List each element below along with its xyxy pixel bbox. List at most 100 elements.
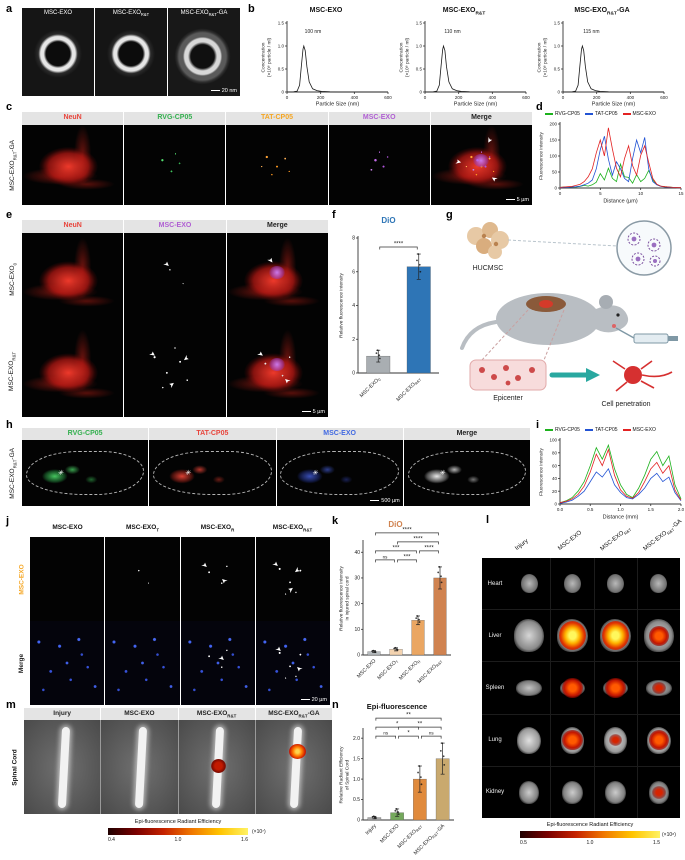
svg-text:Particle Size (nm): Particle Size (nm)	[592, 102, 636, 108]
svg-text:****: ****	[424, 545, 434, 551]
svg-text:**: **	[418, 722, 423, 728]
cord-image-merge	[403, 440, 530, 506]
svg-text:1.5: 1.5	[554, 21, 561, 26]
svg-text:MSC-EXOR&T: MSC-EXOR&T	[395, 376, 422, 403]
panel-c-images: 5 µm	[22, 125, 533, 205]
svg-text:4: 4	[352, 303, 355, 309]
column-header: MSC-EXOT	[125, 524, 160, 533]
panel-e-header: NeuN MSC-EXO Merge	[22, 220, 328, 233]
svg-text:0: 0	[286, 95, 289, 100]
svg-text:40: 40	[354, 550, 360, 556]
panel-g-label: g	[446, 209, 453, 221]
svg-text:0: 0	[554, 186, 557, 191]
asterisk-marker	[312, 470, 318, 477]
svg-text:0: 0	[557, 90, 560, 95]
svg-text:0: 0	[357, 653, 360, 659]
svg-text:10: 10	[638, 191, 644, 196]
scale-bar: 5 µm	[506, 197, 529, 203]
organ-row-lung: Lung	[482, 714, 680, 767]
exo-image-msc-exo-r	[180, 537, 256, 621]
mouse-head	[591, 305, 629, 333]
svg-text:Injury: Injury	[365, 823, 378, 836]
svg-text:0: 0	[562, 95, 565, 100]
column-header: MSC-EXOR	[200, 524, 235, 533]
spinal-cord-image-msc-exo	[101, 720, 179, 814]
svg-text:100 nm: 100 nm	[305, 29, 322, 35]
cell-penetration-label: Cell penetration	[601, 401, 650, 408]
organ-image	[508, 558, 552, 610]
chart-k-title: DiO	[388, 520, 403, 529]
svg-text:1.5: 1.5	[278, 21, 285, 26]
mouse-tail	[460, 320, 498, 350]
panel-h-grid: RVG-CP05 TAT-CP05 MSC-EXO Merge 500 µm	[22, 428, 530, 506]
colorbar-gradient	[108, 828, 248, 835]
svg-text:****: ****	[402, 527, 412, 533]
svg-text:600: 600	[384, 95, 392, 100]
svg-text:0: 0	[419, 90, 422, 95]
svg-text:8: 8	[352, 236, 355, 242]
svg-text:5: 5	[599, 191, 602, 196]
column-header-msc-exo-rt-ga: MSC-EXOR&T-GA	[268, 710, 320, 719]
exo-image-msc-exo	[30, 537, 106, 621]
panel-j-header: MSC-EXO MSC-EXOT MSC-EXOR MSC-EXOR&T	[30, 524, 330, 533]
svg-text:****: ****	[413, 536, 423, 542]
column-header-msc-exo-rt-ga: MSC-EXOR&T-GA	[642, 518, 684, 553]
channel-header: MSC-EXO	[277, 428, 404, 440]
channel-header: NeuN	[22, 220, 125, 233]
svg-text:2.0: 2.0	[678, 507, 685, 512]
svg-text:Concentration: Concentration	[537, 42, 543, 72]
organ-grid: Heart Liver Spleen Lung	[482, 558, 680, 819]
em-image-msc-exo-rt-ga: MSC-EXOR&T-GA 20 nm	[168, 8, 241, 96]
colorbar-ticks: 0.4 1.0 1.6	[108, 837, 248, 843]
white-puncta	[124, 233, 226, 325]
svg-text:2: 2	[352, 337, 355, 343]
legend-swatch	[545, 113, 553, 115]
svg-text:115 nm: 115 nm	[583, 29, 599, 35]
size-chart-title: MSC-EXOR&T	[442, 7, 486, 17]
svg-text:0: 0	[281, 90, 284, 95]
injury-site	[539, 300, 553, 308]
svg-text:50: 50	[552, 170, 558, 175]
micrograph-merge	[226, 233, 328, 325]
merge-image-msc-exo-r	[180, 621, 256, 705]
organ-image	[508, 610, 552, 662]
svg-text:80: 80	[552, 451, 558, 456]
legend-item: RVG-CP05	[545, 111, 580, 117]
micrograph-merge: 5 µm	[430, 125, 533, 205]
svg-text:1.0: 1.0	[353, 777, 360, 783]
svg-text:2.0: 2.0	[353, 736, 360, 742]
scale-bar: 500 µm	[370, 498, 399, 504]
merge-image-msc-exo-t	[105, 621, 181, 705]
svg-text:200: 200	[317, 95, 325, 100]
svg-text:600: 600	[660, 95, 668, 100]
syringe-needle	[615, 327, 635, 339]
svg-text:0: 0	[554, 502, 557, 507]
white-puncta	[226, 325, 328, 417]
bar-chart-k: 0 10 20 30 40 Relative fluorescence intensity…	[339, 527, 451, 685]
hucmsc-cell	[488, 245, 502, 259]
row-label-msc-exo-rt-ga: MSC-EXOR&T-GA	[8, 139, 17, 191]
colorbar-exponent: (×10⁷)	[252, 829, 266, 835]
micrograph-neun	[22, 325, 125, 417]
svg-text:20: 20	[552, 489, 558, 494]
svg-text:ns: ns	[383, 731, 389, 736]
svg-text:0: 0	[559, 191, 562, 196]
row-label-msc-exo: MSC-EXO	[18, 563, 26, 595]
asterisk-marker	[185, 470, 191, 477]
svg-text:Concentration: Concentration	[399, 42, 405, 72]
neuron-body	[624, 366, 642, 384]
svg-text:0: 0	[357, 818, 360, 824]
svg-text:of Spinal Cord: of Spinal Cord	[345, 759, 351, 790]
white-puncta	[255, 621, 330, 705]
legend-swatch	[584, 113, 593, 115]
panel-e-grid: NeuN MSC-EXO Merge	[22, 220, 328, 417]
channel-header: RVG-CP05	[124, 112, 227, 125]
organ-image	[551, 610, 595, 662]
exosome-icons	[627, 232, 661, 267]
row-label-msc-exo-rt: MSC-EXOR&T	[8, 351, 17, 391]
svg-text:1.5: 1.5	[416, 21, 423, 26]
panel-c-grid: NeuN RVG-CP05 TAT-CP05 MSC-EXO Merge 5 µ…	[22, 112, 533, 205]
row-label-msc-exo-rt-ga: MSC-EXOR&T-GA	[8, 447, 17, 499]
spinal-cord-outline	[280, 450, 399, 496]
purple-puncta	[328, 125, 430, 205]
